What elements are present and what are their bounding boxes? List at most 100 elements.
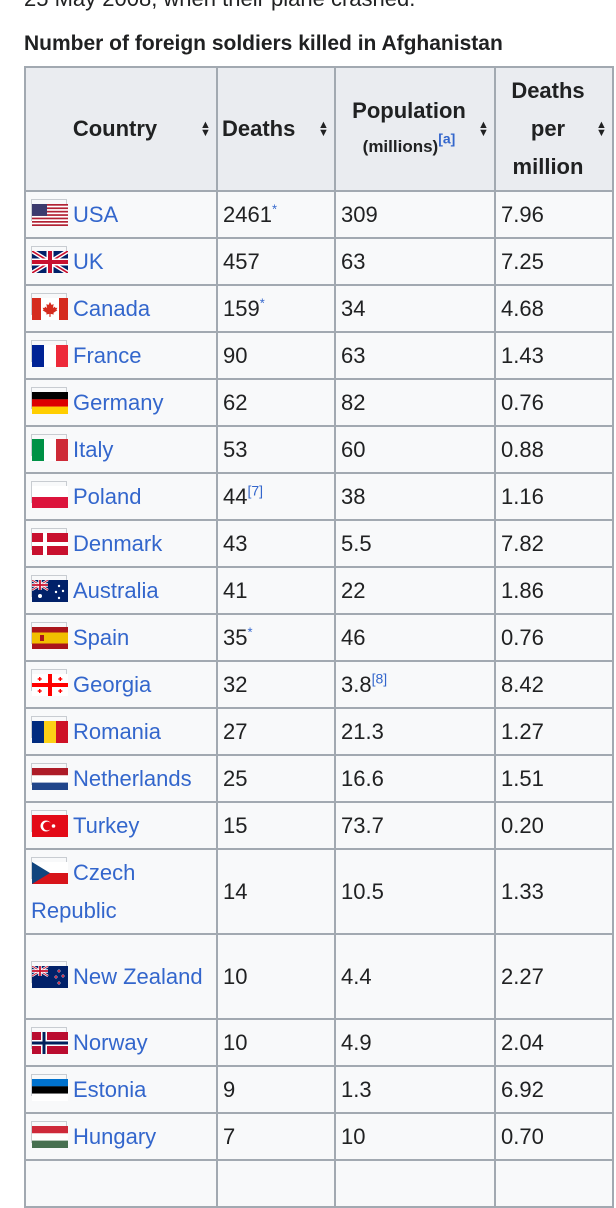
deaths-footnote-link[interactable]: *	[247, 624, 253, 640]
country-link[interactable]: New Zealand	[73, 963, 203, 989]
turkey-flag-icon	[31, 809, 68, 837]
country-link[interactable]: Romania	[73, 718, 162, 744]
country-link[interactable]: Czech Republic	[31, 859, 136, 923]
population-value: 82	[341, 389, 366, 415]
country-link[interactable]: France	[73, 342, 142, 368]
deaths-per-million-cell: 1.43	[494, 331, 614, 380]
deaths-per-million-cell	[494, 1159, 614, 1208]
country-cell: Denmark	[24, 519, 218, 568]
table-row: Norway 10 4.9 2.04	[24, 1018, 614, 1067]
deaths-cell: 457	[216, 237, 336, 286]
country-cell: Germany	[24, 378, 218, 427]
country-link[interactable]: Italy	[73, 436, 114, 462]
table-row: Poland 44[7] 38 1.16	[24, 472, 614, 521]
deaths-cell: 159*	[216, 284, 336, 333]
country-link[interactable]: Canada	[73, 295, 151, 321]
population-header-label: Population	[352, 98, 466, 123]
deaths-per-million-cell: 1.16	[494, 472, 614, 521]
germany-flag-icon	[31, 386, 68, 414]
country-link[interactable]: Germany	[73, 389, 164, 415]
population-value: 34	[341, 295, 366, 321]
population-value: 63	[341, 342, 366, 368]
deaths-per-million-cell: 8.42	[494, 660, 614, 709]
italy-flag-icon	[31, 433, 68, 461]
deaths-per-million-cell: 1.51	[494, 754, 614, 803]
population-value: 46	[341, 624, 366, 650]
population-cell	[334, 1159, 496, 1208]
country-cell: Italy	[24, 425, 218, 474]
table-row: Czech Republic 14 10.5 1.33	[24, 848, 614, 935]
deaths-value: 457	[223, 248, 260, 274]
netherlands-flag-icon	[31, 762, 68, 790]
deaths-column-header[interactable]: Deaths ▲ ▼	[216, 66, 336, 192]
country-link[interactable]: Norway	[73, 1029, 148, 1055]
sort-icon[interactable]: ▲ ▼	[200, 119, 211, 139]
country-link[interactable]: Poland	[73, 483, 142, 509]
country-link[interactable]: USA	[73, 201, 119, 227]
deaths-value: 27	[223, 718, 248, 744]
deaths-value: 90	[223, 342, 248, 368]
country-cell: Canada	[24, 284, 218, 333]
deaths-per-million-cell: 7.25	[494, 237, 614, 286]
sort-icon[interactable]: ▲ ▼	[596, 119, 607, 139]
country-link[interactable]: Spain	[73, 624, 130, 650]
population-cell: 82	[334, 378, 496, 427]
table-row: Netherlands 25 16.6 1.51	[24, 754, 614, 803]
romania-flag-icon	[31, 715, 68, 743]
deaths-footnote-link[interactable]: [7]	[247, 482, 264, 499]
country-cell: Turkey	[24, 801, 218, 850]
dpm-header-line: Deaths	[511, 78, 585, 103]
population-cell: 4.4	[334, 933, 496, 1020]
population-value: 5.5	[341, 530, 372, 556]
table-row: Estonia 9 1.3 6.92	[24, 1065, 614, 1114]
country-link[interactable]: UK	[73, 248, 104, 274]
country-link[interactable]: Georgia	[73, 671, 152, 697]
deaths-footnote-link[interactable]: *	[271, 201, 278, 217]
population-cell: 1.3	[334, 1065, 496, 1114]
norway-flag-icon	[31, 1026, 68, 1054]
sort-icon[interactable]: ▲ ▼	[478, 119, 489, 139]
country-cell: Estonia	[24, 1065, 218, 1114]
australia-flag-icon	[31, 574, 68, 602]
country-link[interactable]: Australia	[73, 577, 159, 603]
country-cell	[24, 1159, 218, 1208]
canada-flag-icon	[31, 292, 68, 320]
deaths-value: 25	[223, 765, 248, 791]
country-cell: Georgia	[24, 660, 218, 709]
population-cell: 10	[334, 1112, 496, 1161]
deaths-cell: 10	[216, 933, 336, 1020]
deaths-per-million-cell: 0.76	[494, 613, 614, 662]
country-link[interactable]: Denmark	[73, 530, 163, 556]
country-link[interactable]: Hungary	[73, 1123, 157, 1149]
deaths-cell: 32	[216, 660, 336, 709]
deaths-per-million-cell: 7.82	[494, 519, 614, 568]
deaths-cell: 25	[216, 754, 336, 803]
deaths-value: 15	[223, 812, 248, 838]
country-column-header[interactable]: Country ▲ ▼	[24, 66, 218, 192]
country-link[interactable]: Netherlands	[73, 765, 192, 791]
deaths-cell: 27	[216, 707, 336, 756]
deaths-per-million-column-header[interactable]: Deaths per million ▲ ▼	[494, 66, 614, 192]
poland-flag-icon	[31, 480, 68, 508]
country-link[interactable]: Estonia	[73, 1076, 147, 1102]
dpm-header-line: per	[530, 116, 566, 141]
denmark-flag-icon	[31, 527, 68, 555]
sort-icon[interactable]: ▲ ▼	[318, 119, 329, 139]
table-row: Romania 27 21.3 1.27	[24, 707, 614, 756]
table-row: Spain 35* 46 0.76	[24, 613, 614, 662]
population-value: 60	[341, 436, 366, 462]
table-row: France 90 63 1.43	[24, 331, 614, 380]
deaths-cell: 62	[216, 378, 336, 427]
population-footnote-link[interactable]: [8]	[371, 670, 388, 687]
deaths-value: 44	[223, 483, 248, 509]
country-cell: Norway	[24, 1018, 218, 1067]
deaths-footnote-link[interactable]: *	[259, 295, 265, 311]
country-cell: Netherlands	[24, 754, 218, 803]
population-value: 73.7	[341, 812, 384, 838]
population-value: 63	[341, 248, 366, 274]
deaths-cell: 9	[216, 1065, 336, 1114]
population-footnote-link[interactable]: [a]	[438, 130, 456, 147]
country-link[interactable]: Turkey	[73, 812, 140, 838]
population-cell: 21.3	[334, 707, 496, 756]
population-column-header[interactable]: Population (millions)[a] ▲ ▼	[334, 66, 496, 192]
